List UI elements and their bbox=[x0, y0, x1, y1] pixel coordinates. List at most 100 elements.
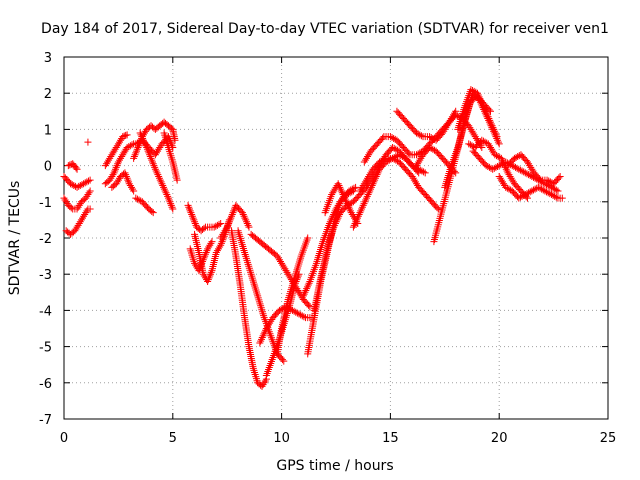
data-point bbox=[153, 169, 161, 177]
data-point bbox=[491, 127, 499, 135]
data-point bbox=[80, 212, 88, 220]
data-point bbox=[156, 144, 164, 151]
data-point bbox=[484, 163, 492, 171]
data-point bbox=[219, 230, 227, 238]
data-point bbox=[122, 131, 130, 139]
data-point bbox=[228, 212, 236, 220]
data-point bbox=[471, 133, 479, 141]
data-point bbox=[508, 176, 516, 184]
data-point bbox=[367, 183, 375, 191]
data-point bbox=[360, 180, 368, 188]
y-tick-label: -2 bbox=[39, 232, 52, 247]
data-point bbox=[274, 254, 282, 262]
trace-31 bbox=[393, 107, 460, 144]
data-point bbox=[349, 187, 357, 195]
data-point bbox=[389, 144, 397, 151]
data-point bbox=[494, 163, 502, 171]
data-point bbox=[113, 178, 121, 186]
data-point bbox=[416, 156, 424, 164]
data-point bbox=[357, 185, 365, 193]
data-point bbox=[186, 207, 194, 215]
data-point bbox=[544, 189, 552, 197]
data-point bbox=[503, 184, 511, 192]
data-point bbox=[480, 104, 488, 112]
data-point bbox=[62, 198, 70, 206]
y-tick-label: 2 bbox=[44, 87, 52, 102]
data-point bbox=[427, 144, 435, 152]
data-point bbox=[414, 150, 422, 158]
x-tick-label: 5 bbox=[169, 431, 177, 446]
data-point bbox=[73, 183, 81, 191]
data-point bbox=[397, 152, 405, 160]
data-point bbox=[360, 158, 368, 166]
data-point bbox=[164, 194, 172, 202]
data-point bbox=[67, 180, 75, 188]
data-point bbox=[349, 223, 357, 231]
data-point bbox=[362, 196, 370, 204]
data-point bbox=[417, 154, 425, 162]
data-point bbox=[184, 201, 192, 209]
data-point bbox=[263, 323, 271, 331]
y-tick-label: 0 bbox=[44, 160, 52, 175]
y-tick-label: -4 bbox=[39, 304, 52, 319]
data-point bbox=[110, 147, 118, 155]
data-point bbox=[155, 172, 163, 180]
data-point bbox=[479, 102, 487, 110]
trace-39 bbox=[504, 151, 564, 188]
data-point bbox=[126, 142, 134, 150]
data-point bbox=[414, 160, 422, 168]
data-point bbox=[353, 214, 361, 222]
data-point bbox=[390, 155, 398, 163]
y-tick-label: -6 bbox=[39, 377, 52, 392]
data-point bbox=[304, 281, 312, 289]
data-point bbox=[485, 142, 493, 150]
data-point bbox=[262, 326, 270, 334]
data-point bbox=[467, 86, 475, 94]
data-point bbox=[386, 133, 394, 141]
data-point bbox=[75, 201, 83, 209]
data-point bbox=[541, 187, 549, 195]
data-point bbox=[488, 145, 496, 153]
data-point bbox=[212, 248, 220, 256]
data-point bbox=[86, 187, 94, 195]
data-point bbox=[125, 178, 133, 186]
data-point bbox=[552, 186, 560, 194]
data-point bbox=[213, 247, 221, 255]
data-point bbox=[365, 189, 373, 197]
data-point bbox=[510, 163, 518, 171]
data-point bbox=[278, 259, 286, 267]
data-point bbox=[160, 183, 168, 191]
data-point bbox=[74, 203, 82, 211]
data-point bbox=[348, 188, 356, 196]
trace-36 bbox=[465, 136, 531, 202]
data-point bbox=[70, 182, 78, 190]
data-point bbox=[528, 165, 536, 173]
data-point bbox=[132, 194, 140, 202]
data-point bbox=[260, 330, 268, 338]
data-point bbox=[491, 151, 499, 159]
data-point bbox=[244, 221, 252, 229]
data-point bbox=[81, 179, 89, 187]
data-point bbox=[82, 209, 90, 217]
data-point bbox=[185, 205, 193, 213]
data-point bbox=[502, 165, 510, 173]
data-point bbox=[481, 105, 489, 113]
data-point bbox=[362, 176, 370, 184]
data-point bbox=[485, 163, 493, 171]
data-point bbox=[122, 172, 130, 180]
data-point bbox=[481, 138, 489, 146]
data-point bbox=[152, 149, 160, 157]
data-point bbox=[427, 134, 435, 142]
data-point bbox=[114, 140, 122, 148]
data-point bbox=[205, 274, 213, 282]
data-point bbox=[130, 187, 138, 195]
data-point bbox=[229, 209, 237, 217]
data-point bbox=[363, 192, 371, 200]
data-point bbox=[75, 182, 83, 190]
data-point bbox=[166, 198, 174, 206]
data-point bbox=[216, 243, 224, 251]
data-point bbox=[429, 145, 437, 153]
data-point bbox=[259, 332, 267, 340]
data-point bbox=[441, 125, 449, 133]
